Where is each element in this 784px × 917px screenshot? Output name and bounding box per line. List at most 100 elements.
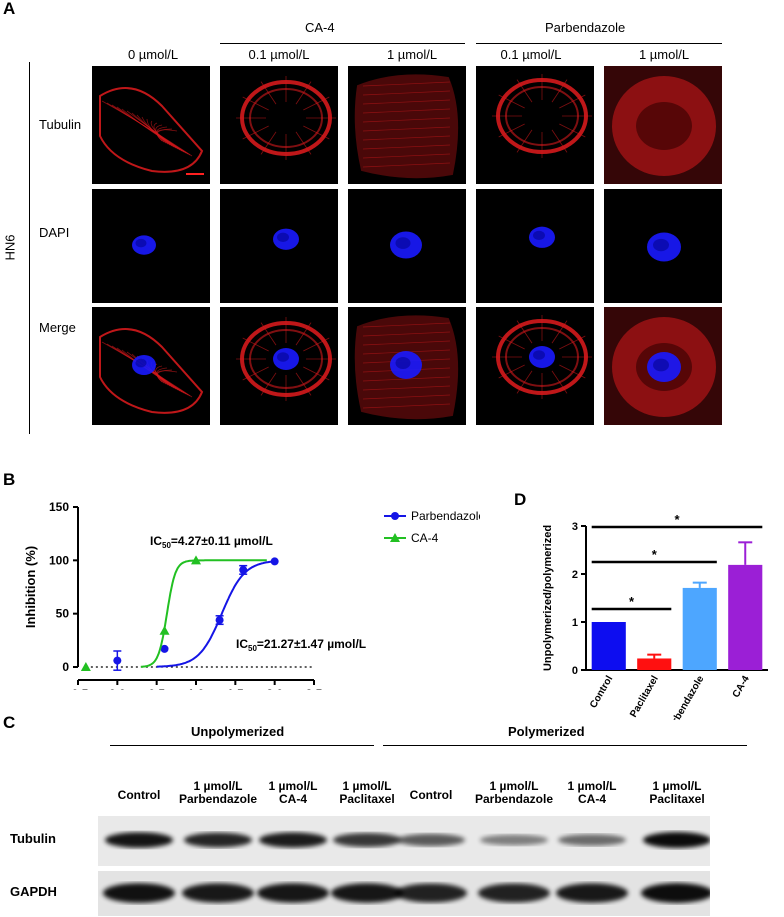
column-label: 0 µmol/L	[127, 47, 179, 62]
tubulin-stain	[99, 87, 204, 173]
merge-image	[92, 307, 210, 425]
tubulin-band	[259, 832, 327, 848]
row-label: Merge	[39, 320, 76, 335]
significance-star: *	[674, 512, 680, 527]
column-label: 0.1 µmol/L	[248, 47, 310, 62]
group-label-parbendazole: Parbendazole	[545, 20, 626, 35]
dapi-image	[348, 189, 466, 303]
tubulin-stain	[492, 315, 592, 399]
tubulin-band	[480, 834, 548, 846]
blot-label-tubulin: Tubulin	[10, 831, 56, 846]
row-label: Tubulin	[39, 117, 82, 132]
y-tick-label: 3	[572, 521, 578, 533]
lane-label-line2: CA-4	[278, 792, 307, 806]
dapi-image	[220, 189, 338, 303]
fit-curve-parbendazole	[156, 560, 275, 668]
gapdh-band	[257, 883, 329, 903]
y-axis-label: Unpolymerized/polymerized	[542, 525, 554, 671]
legend-marker	[390, 533, 400, 542]
tubulin-image	[348, 66, 466, 184]
tubulin-stain	[236, 76, 336, 160]
lane-label-line1: 1 µmol/L	[489, 779, 539, 793]
lane-label-line1: 1 µmol/L	[193, 779, 243, 793]
panel-letter-a: A	[3, 0, 16, 18]
x-tick-label: 2.5	[306, 687, 323, 690]
data-point	[80, 662, 91, 671]
column-label: 0.1 µmol/L	[500, 47, 562, 62]
group-label-ca4: CA-4	[305, 20, 335, 35]
category-label: CA-4	[731, 674, 752, 700]
lane-label: 1 µmol/L Paclitaxel	[627, 780, 727, 806]
gapdh-band	[478, 883, 550, 903]
lane-label-line1: 1 µmol/L	[342, 779, 392, 793]
tubulin-stain	[236, 317, 336, 401]
fit-curve-ca4	[140, 559, 267, 668]
legend-entry: Parbendazole	[411, 509, 480, 523]
data-point	[191, 555, 201, 565]
tubulin-band	[397, 833, 465, 847]
gapdh-band	[331, 883, 403, 903]
bar-control	[591, 622, 626, 670]
x-tick-label: 2.0	[266, 687, 283, 690]
merge-image	[220, 307, 338, 425]
lane-label: 1 µmol/L CA-4	[243, 780, 343, 806]
merge-image	[476, 307, 594, 425]
group-line-parbendazole	[476, 43, 722, 44]
y-tick-label: 0	[572, 665, 578, 677]
lane-label-line2: Parbendazole	[474, 792, 554, 806]
data-point	[113, 656, 122, 665]
y-tick-label: 150	[49, 500, 69, 514]
tubulin-stain	[492, 74, 592, 158]
tubulin-image	[220, 66, 338, 184]
ic50-annotation: IC50=4.27±0.11 µmol/L	[150, 534, 273, 550]
x-tick-label: 1.5	[227, 687, 244, 690]
tubulin-band	[643, 832, 710, 848]
y-tick-label: 1	[572, 617, 578, 629]
legend-entry: CA-4	[411, 531, 439, 545]
merge-image	[348, 307, 466, 425]
lane-label-line2: Paclitaxel	[649, 792, 705, 806]
group-line-polymerized	[383, 745, 747, 746]
data-point	[239, 565, 248, 574]
data-point	[215, 616, 224, 625]
category-label: Parbendazole	[664, 674, 706, 720]
x-tick-label: 1.0	[188, 687, 205, 690]
tubulin-band	[184, 832, 252, 848]
significance-star: *	[652, 547, 658, 562]
x-tick-label: 0.0	[109, 687, 126, 690]
lane-label-line2: Parbendazole	[178, 792, 258, 806]
x-tick-label: 0.5	[148, 687, 165, 690]
bar-paclitaxel	[637, 658, 672, 670]
lane-label-line1: Control	[409, 788, 453, 802]
tubulin-image	[476, 66, 594, 184]
bar-parbendazole	[682, 587, 717, 670]
gapdh-band	[182, 883, 254, 903]
lane-label-line1: 1 µmol/L	[268, 779, 318, 793]
gapdh-band	[641, 883, 710, 903]
legend-marker	[391, 512, 399, 520]
ic50-annotation: IC50=21.27±1.47 µmol/L	[236, 637, 366, 653]
group-label-unpolymerized: Unpolymerized	[191, 724, 285, 739]
gapdh-band	[556, 883, 628, 903]
lane-label: Control	[89, 789, 189, 802]
tubulin-band	[558, 834, 626, 846]
ratio-bar-chart: 0 1 2 3 Unpolymerized/polymerized Control Pacl…	[542, 512, 768, 720]
tubulin-band	[333, 833, 401, 847]
lane-label-line1: 1 µmol/L	[652, 779, 702, 793]
data-point	[159, 625, 170, 635]
lane-label-line2: CA-4	[577, 792, 606, 806]
significance-star: *	[629, 594, 635, 609]
lane-label: 1 µmol/L Parbendazole	[168, 780, 268, 806]
lane-label: 1 µmol/L Paclitaxel	[317, 780, 417, 806]
dapi-image	[476, 189, 594, 303]
blot-gapdh	[98, 871, 710, 916]
gapdh-band	[103, 883, 175, 903]
y-tick-label: 0	[62, 660, 69, 674]
group-line-unpolymerized	[110, 745, 374, 746]
tubulin-image	[92, 66, 210, 184]
column-label: 1 µmol/L	[386, 47, 438, 62]
bar-ca-4	[728, 564, 763, 670]
cell-line-label: HN6	[2, 234, 18, 261]
lane-label: Control	[381, 789, 481, 802]
group-label-polymerized: Polymerized	[508, 724, 585, 739]
